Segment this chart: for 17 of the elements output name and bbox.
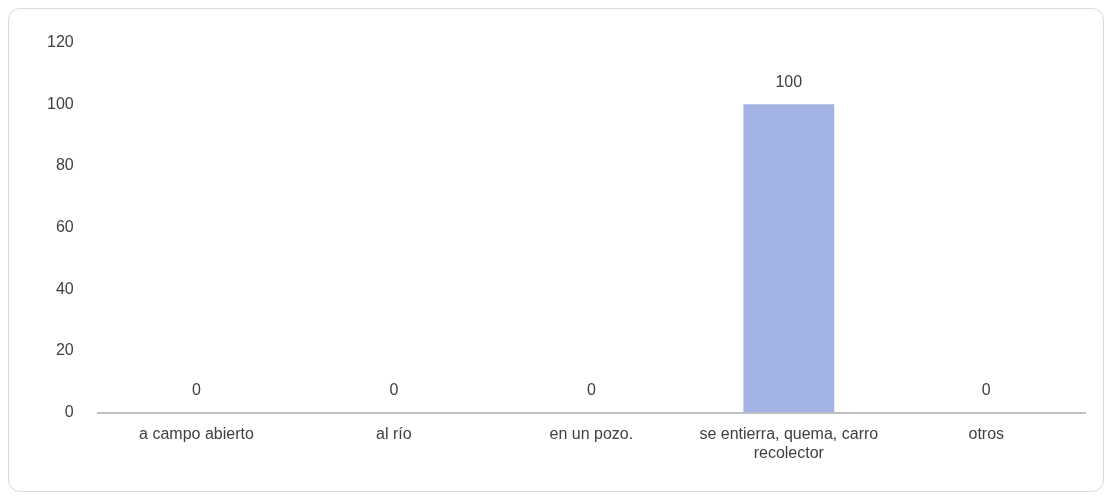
x-tick-label: a campo abierto [139, 424, 254, 442]
x-tick-label: al río [376, 424, 412, 442]
data-label: 0 [981, 381, 991, 399]
x-tick-label: en un pozo. [549, 424, 634, 442]
data-label: 0 [191, 381, 201, 399]
y-tick-label: 120 [46, 33, 74, 51]
data-label: 0 [389, 381, 399, 399]
data-label: 0 [586, 381, 596, 399]
y-tick-label: 100 [46, 94, 74, 112]
y-tick-label: 20 [55, 341, 74, 359]
y-tick-label: 80 [55, 156, 74, 174]
y-tick-label: 0 [64, 403, 74, 421]
y-tick-label: 60 [55, 218, 74, 236]
data-label: 100 [775, 72, 803, 90]
x-tick-label: otros [968, 424, 1005, 442]
x-tick-label: se entierra, quema, carro recolector [699, 424, 879, 461]
y-tick-label: 40 [55, 279, 74, 297]
